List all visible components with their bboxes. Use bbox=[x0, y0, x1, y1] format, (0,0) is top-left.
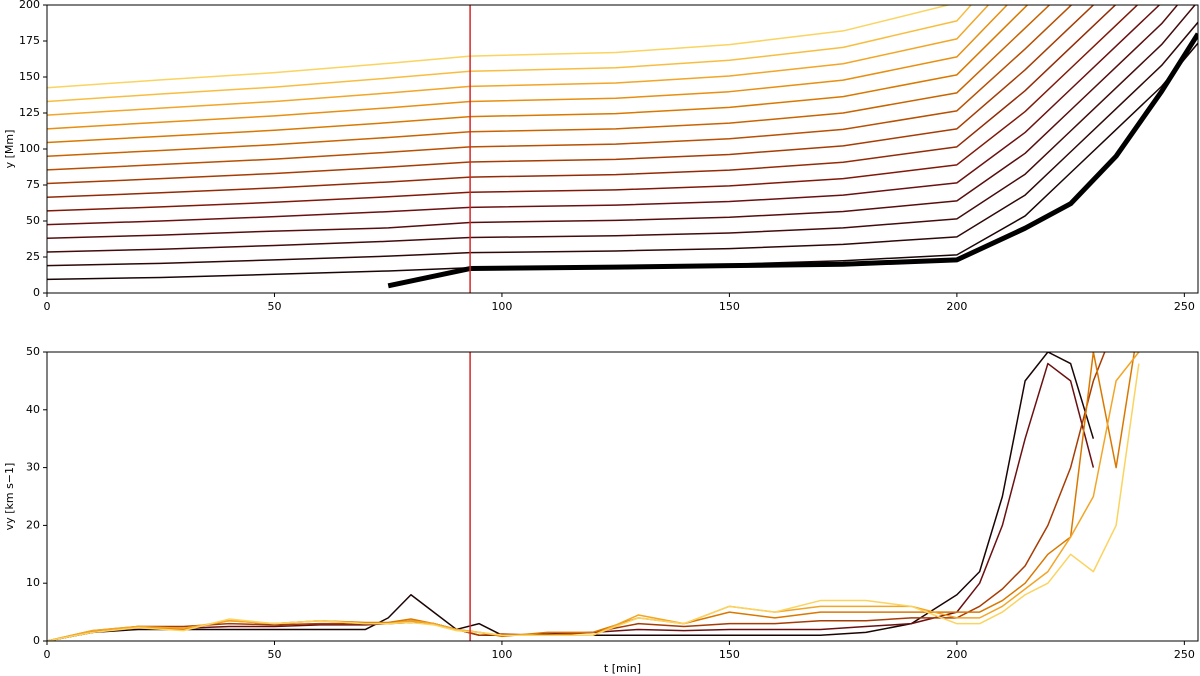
x-tick-label: 200 bbox=[946, 648, 967, 661]
x-tick-label: 100 bbox=[491, 300, 512, 313]
x-axis-label: t [min] bbox=[604, 662, 641, 675]
series-line bbox=[47, 352, 1136, 641]
y-tick-label: 175 bbox=[19, 34, 40, 47]
series-line bbox=[47, 5, 1009, 130]
x-tick-label: 250 bbox=[1174, 300, 1195, 313]
y-tick-label: 75 bbox=[26, 178, 40, 191]
x-tick-label: 150 bbox=[719, 648, 740, 661]
x-tick-label: 0 bbox=[44, 300, 51, 313]
axes-frame bbox=[46, 351, 1199, 642]
series-line bbox=[47, 5, 1073, 171]
x-tick-label: 50 bbox=[267, 648, 281, 661]
y-tick-label: 10 bbox=[26, 576, 40, 589]
y-tick-label: 50 bbox=[26, 214, 40, 227]
series-line bbox=[47, 5, 1117, 198]
y-tick-label: 50 bbox=[26, 345, 40, 358]
y-tick-label: 40 bbox=[26, 403, 40, 416]
x-tick-label: 0 bbox=[44, 648, 51, 661]
y-tick-label: 100 bbox=[19, 142, 40, 155]
series-line bbox=[47, 5, 973, 103]
series-line bbox=[47, 5, 952, 89]
series-line bbox=[47, 352, 1140, 641]
series-line bbox=[47, 5, 1139, 212]
series-line bbox=[47, 5, 1196, 253]
y-axis-label: y [Mm] bbox=[3, 130, 16, 169]
series-line bbox=[47, 21, 1198, 267]
series-line bbox=[387, 32, 1198, 289]
series-line bbox=[47, 5, 1029, 144]
x-tick-label: 250 bbox=[1174, 648, 1195, 661]
y-tick-label: 200 bbox=[19, 0, 40, 11]
series-line bbox=[47, 362, 1095, 641]
series-line bbox=[47, 352, 1106, 641]
x-tick-label: 150 bbox=[719, 300, 740, 313]
y-tick-label: 150 bbox=[19, 70, 40, 83]
series-line bbox=[47, 363, 1140, 641]
x-tick-label: 50 bbox=[267, 300, 281, 313]
y-axis-label: vy [km s−1] bbox=[3, 463, 16, 531]
series-line bbox=[47, 5, 1095, 185]
series-line bbox=[47, 352, 1095, 641]
x-tick-label: 200 bbox=[946, 300, 967, 313]
plot-area bbox=[47, 5, 1198, 293]
series-line bbox=[47, 5, 1161, 226]
y-tick-label: 0 bbox=[33, 286, 40, 299]
y-tick-label: 20 bbox=[26, 518, 40, 531]
x-tick-label: 100 bbox=[491, 648, 512, 661]
series-line bbox=[47, 5, 990, 116]
y-tick-label: 30 bbox=[26, 461, 40, 474]
y-tick-label: 0 bbox=[33, 634, 40, 647]
plot-area bbox=[47, 352, 1140, 641]
y-tick-label: 25 bbox=[26, 250, 40, 263]
series-line bbox=[47, 5, 1051, 157]
series-line bbox=[47, 5, 1179, 240]
y-tick-label: 125 bbox=[19, 106, 40, 119]
